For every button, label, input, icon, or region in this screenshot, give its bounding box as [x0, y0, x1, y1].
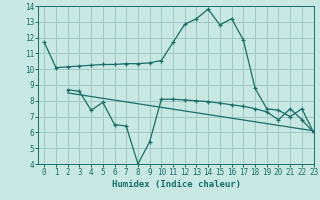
X-axis label: Humidex (Indice chaleur): Humidex (Indice chaleur)	[111, 180, 241, 189]
